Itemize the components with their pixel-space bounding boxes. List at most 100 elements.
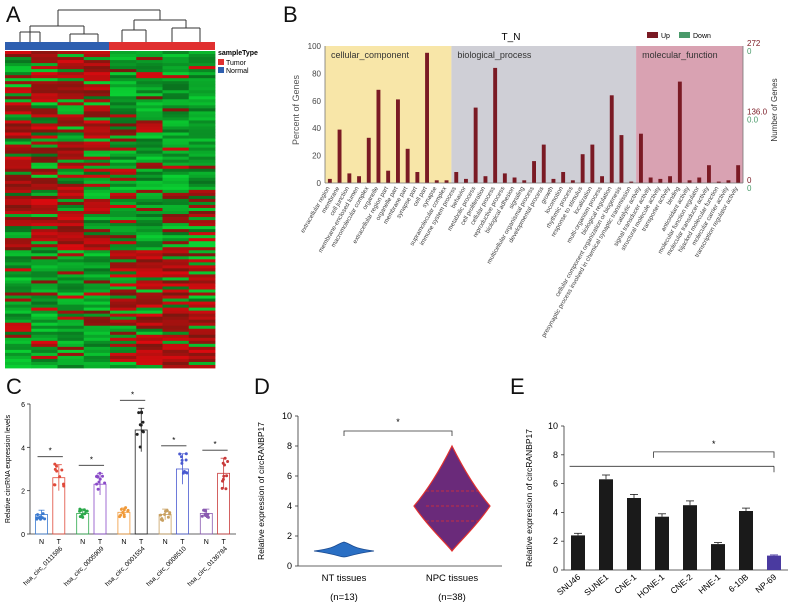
heatmap-cell [57, 304, 85, 309]
heatmap-cell [5, 313, 32, 318]
heatmap-cell [188, 304, 216, 309]
go-bar [561, 172, 566, 183]
heatmap-cell [188, 334, 216, 339]
heatmap-cell [57, 60, 85, 64]
heatmap-cell [83, 138, 111, 142]
heatmap-cell [31, 361, 58, 366]
heatmap-cell [110, 211, 137, 215]
heatmap-cell [5, 147, 32, 152]
go-bar [454, 172, 459, 183]
heatmap-cell [31, 201, 58, 206]
heatmap-cell [136, 325, 163, 330]
heatmap-cell [188, 78, 216, 82]
dotplot-point [126, 508, 130, 512]
heatmap-cell [110, 168, 137, 173]
heatmap-cell [136, 286, 163, 290]
heatmap-cell [83, 268, 111, 272]
heatmap-cell [83, 60, 111, 64]
heatmap-cell [162, 313, 190, 318]
dotplot-t-label: T [57, 539, 62, 546]
heatmap-cell [5, 156, 32, 161]
heatmap-cell [110, 114, 137, 118]
dotplot-circ-label: hsa_circ_0001554 [104, 545, 147, 588]
heatmap-cell [5, 346, 32, 351]
heatmap-cell [31, 247, 58, 251]
dotplot-t-label: T [221, 539, 226, 546]
go-bar [512, 177, 517, 183]
heatmap-cell [136, 361, 163, 366]
heatmap-cell [136, 277, 163, 281]
heatmap-cell [31, 274, 58, 278]
go-bar [687, 180, 692, 183]
heatmap-cell [83, 63, 111, 67]
heatmap-cell [31, 117, 58, 121]
heatmap-cell [110, 247, 137, 251]
dotplot-y-tick-label: 6 [21, 402, 25, 409]
heatmap-cell [136, 159, 163, 164]
dotplot-point [222, 474, 226, 478]
heatmap-cell [162, 253, 190, 257]
dotplot-point [184, 458, 188, 462]
heatmap-cell [31, 331, 58, 336]
heatmap-cell [83, 346, 111, 351]
heatmap-cell [188, 174, 216, 179]
violin-npc [413, 444, 491, 552]
heatmap-cell [188, 214, 216, 218]
dotplot-point [180, 455, 183, 459]
dotplot-point [203, 509, 207, 513]
heatmap-cell [188, 361, 216, 366]
heatmap-cell [5, 192, 32, 197]
heatmap-cell [162, 304, 190, 309]
heatmap-cell [5, 69, 32, 73]
heatmap-cell [5, 201, 32, 206]
heatmap-cell [5, 57, 32, 61]
dotplot-point [180, 458, 184, 462]
bar [767, 555, 781, 570]
heatmap-cell [136, 235, 163, 239]
heatmap-cell [136, 156, 163, 161]
heatmap-cell [31, 253, 58, 257]
heatmap-cell [162, 301, 190, 305]
heatmap-cell [57, 259, 85, 263]
heatmap-cell [110, 105, 137, 109]
heatmap-cell [136, 147, 163, 152]
heatmap-cell [162, 256, 190, 260]
bar-category-label: HONE-1 [635, 572, 666, 600]
heatmap-cell [136, 268, 163, 272]
heatmap-cell [162, 129, 190, 133]
heatmap-cell [136, 349, 163, 354]
heatmap-cell [5, 141, 32, 145]
heatmap-cell [83, 214, 111, 218]
heatmap-cell [83, 153, 111, 158]
heatmap-cell [136, 223, 163, 227]
heatmap-cell [188, 156, 216, 161]
heatmap-legend-tumor: Tumor [226, 60, 247, 67]
heatmap-cell [136, 304, 163, 309]
go-bar [697, 177, 702, 183]
heatmap-cell [5, 256, 32, 260]
heatmap-cell [57, 226, 85, 230]
heatmap-cell [162, 162, 190, 167]
heatmap-cell [136, 141, 163, 145]
bar [571, 535, 585, 570]
heatmap-cell [188, 63, 216, 67]
heatmap-cell [83, 96, 111, 100]
heatmap-cell [31, 358, 58, 363]
heatmap-cell [5, 99, 32, 103]
heatmap-cell [188, 295, 216, 299]
go-bar [648, 177, 653, 183]
heatmap-cell [110, 268, 137, 272]
heatmap-cell [136, 102, 163, 106]
heatmap-cell [83, 156, 111, 161]
heatmap-cell [5, 250, 32, 254]
heatmap-cell [136, 319, 163, 324]
heatmap-cell [83, 271, 111, 275]
heatmap-cell [83, 120, 111, 124]
go-y2-tick-down: 0 [747, 184, 752, 193]
heatmap-cell [31, 259, 58, 263]
heatmap-cell [31, 168, 58, 173]
go-bar [580, 154, 585, 183]
heatmap-cell [31, 189, 58, 194]
heatmap-cell [5, 168, 32, 173]
heatmap-cell [162, 63, 190, 67]
